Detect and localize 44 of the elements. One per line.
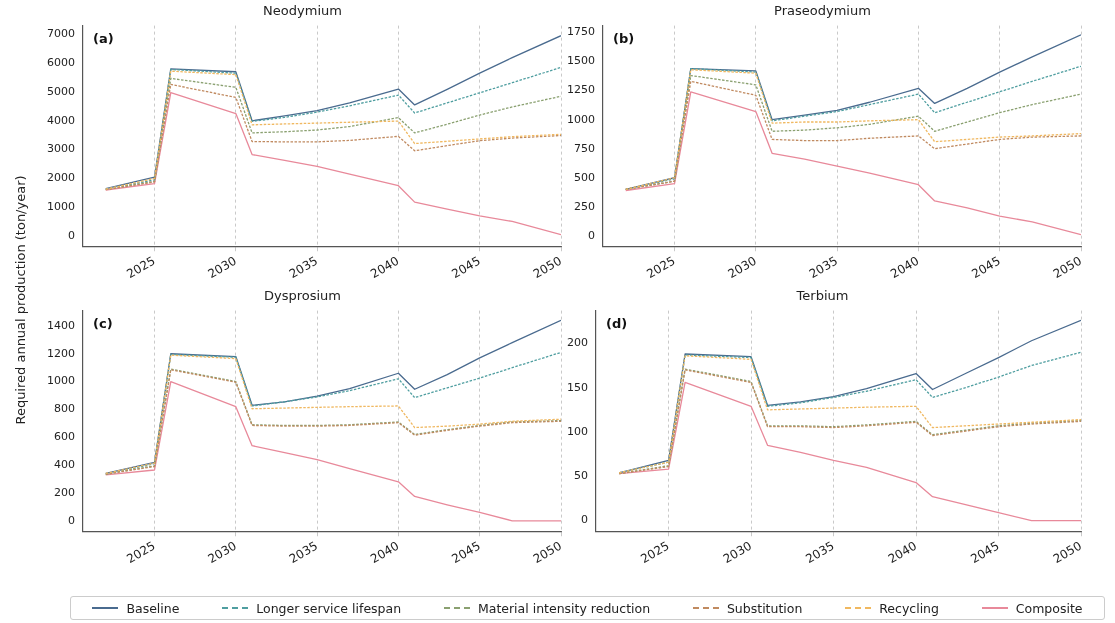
y-tick-label: 500 bbox=[573, 170, 595, 184]
y-tick-label: 100 bbox=[567, 424, 588, 438]
legend-label: Longer service lifespan bbox=[256, 600, 402, 616]
y-tick-label: 0 bbox=[581, 513, 588, 527]
y-tick-label: 150 bbox=[567, 380, 588, 394]
legend-label: Baseline bbox=[126, 600, 180, 616]
legend-label: Material intensity reduction bbox=[477, 600, 651, 616]
y-tick-label: 1200 bbox=[46, 346, 75, 360]
y-tick-label: 1750 bbox=[566, 25, 595, 39]
chart-title: Praseodymium bbox=[774, 3, 871, 19]
y-tick-label: 750 bbox=[573, 141, 595, 155]
y-tick-label: 200 bbox=[567, 336, 588, 350]
y-tick-label: 0 bbox=[587, 228, 595, 242]
y-tick-label: 50 bbox=[574, 469, 588, 483]
y-tick-label: 400 bbox=[53, 457, 75, 471]
chart-title: Neodymium bbox=[263, 3, 342, 19]
y-tick-label: 0 bbox=[67, 513, 75, 527]
y-tick-label: 250 bbox=[573, 199, 595, 213]
legend-label: Recycling bbox=[879, 600, 939, 616]
y-tick-label: 1000 bbox=[46, 200, 75, 214]
y-tick-label: 3000 bbox=[46, 142, 75, 156]
chart-title: Terbium bbox=[795, 288, 849, 304]
y-axis-title: Required annual production (ton/year) bbox=[12, 175, 28, 425]
y-tick-label: 1500 bbox=[566, 54, 595, 68]
y-tick-label: 1000 bbox=[566, 112, 595, 126]
y-tick-label: 1400 bbox=[46, 318, 75, 332]
y-tick-label: 6000 bbox=[46, 55, 75, 69]
y-tick-label: 800 bbox=[53, 402, 75, 416]
annotation: (d) bbox=[606, 316, 628, 332]
y-tick-label: 1000 bbox=[46, 374, 75, 388]
legend-label: Substitution bbox=[726, 600, 803, 616]
y-tick-label: 0 bbox=[67, 229, 75, 243]
y-tick-label: 4000 bbox=[46, 113, 75, 127]
y-tick-label: 600 bbox=[53, 430, 75, 444]
chart-title: Dysprosium bbox=[263, 288, 342, 304]
y-tick-label: 5000 bbox=[46, 84, 75, 98]
y-tick-label: 1250 bbox=[566, 83, 595, 97]
y-tick-label: 200 bbox=[53, 485, 75, 499]
legend-label: Composite bbox=[1015, 600, 1083, 616]
annotation: (c) bbox=[92, 316, 113, 332]
y-tick-label: 7000 bbox=[46, 27, 75, 41]
y-tick-label: 2000 bbox=[46, 171, 75, 185]
annotation: (a) bbox=[92, 31, 114, 47]
annotation: (b) bbox=[612, 31, 635, 47]
